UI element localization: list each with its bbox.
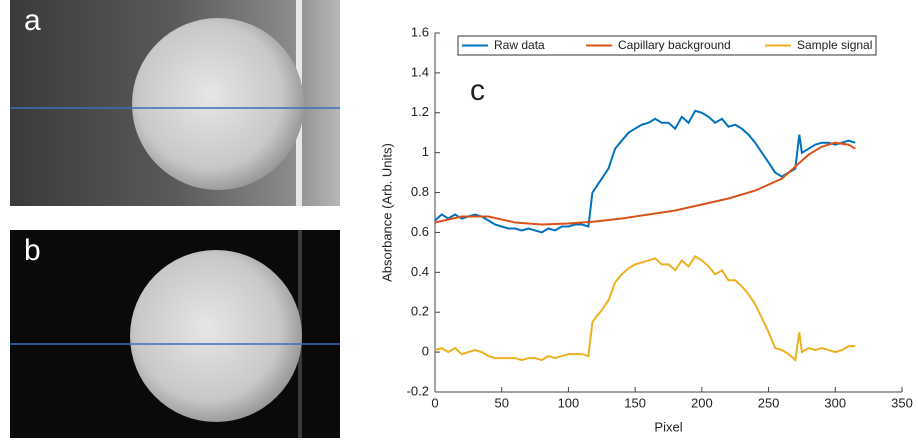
y-axis-label: Absorbance (Arb. Units)	[379, 143, 394, 282]
y-tick-label: 0.8	[411, 184, 429, 199]
legend-box	[457, 35, 877, 56]
panel-a-image: a	[10, 0, 340, 206]
x-tick-label: 0	[431, 395, 438, 410]
y-tick-label: 0.2	[411, 304, 429, 319]
y-tick-label: 1.6	[411, 24, 429, 39]
legend-label: Sample signal	[797, 38, 872, 52]
y-tick-label: 0.4	[411, 264, 429, 279]
x-tick-label: 150	[624, 395, 646, 410]
panel-label: b	[24, 234, 41, 267]
legend-label: Capillary background	[618, 38, 731, 52]
x-tick-label: 350	[891, 395, 913, 410]
panel-label: a	[24, 4, 41, 37]
y-tick-label: -0.2	[407, 383, 429, 398]
panel-b-image: b	[10, 230, 340, 438]
annotation: c	[470, 74, 485, 107]
x-tick-label: 100	[558, 395, 580, 410]
x-tick-label: 250	[758, 395, 780, 410]
y-tick-label: 1.2	[411, 104, 429, 119]
chart: -0.200.20.40.60.811.21.41.60 50 100 150 200 2…	[379, 24, 912, 434]
legend: Raw data Capillary background Sample signa…	[457, 35, 877, 56]
x-tick-label: 50	[494, 395, 508, 410]
line	[434, 255, 856, 363]
legend-label: Raw data	[494, 38, 545, 52]
y-tick-label: 0	[422, 344, 429, 359]
y-tick-label: 1.4	[411, 64, 429, 79]
y-tick-label: 1	[422, 144, 429, 159]
y-tick-label: 0.6	[411, 224, 429, 239]
line	[434, 141, 856, 226]
x-tick-label: 200	[691, 395, 713, 410]
x-tick-label: 300	[824, 395, 846, 410]
x-axis-label: Pixel	[654, 419, 682, 434]
